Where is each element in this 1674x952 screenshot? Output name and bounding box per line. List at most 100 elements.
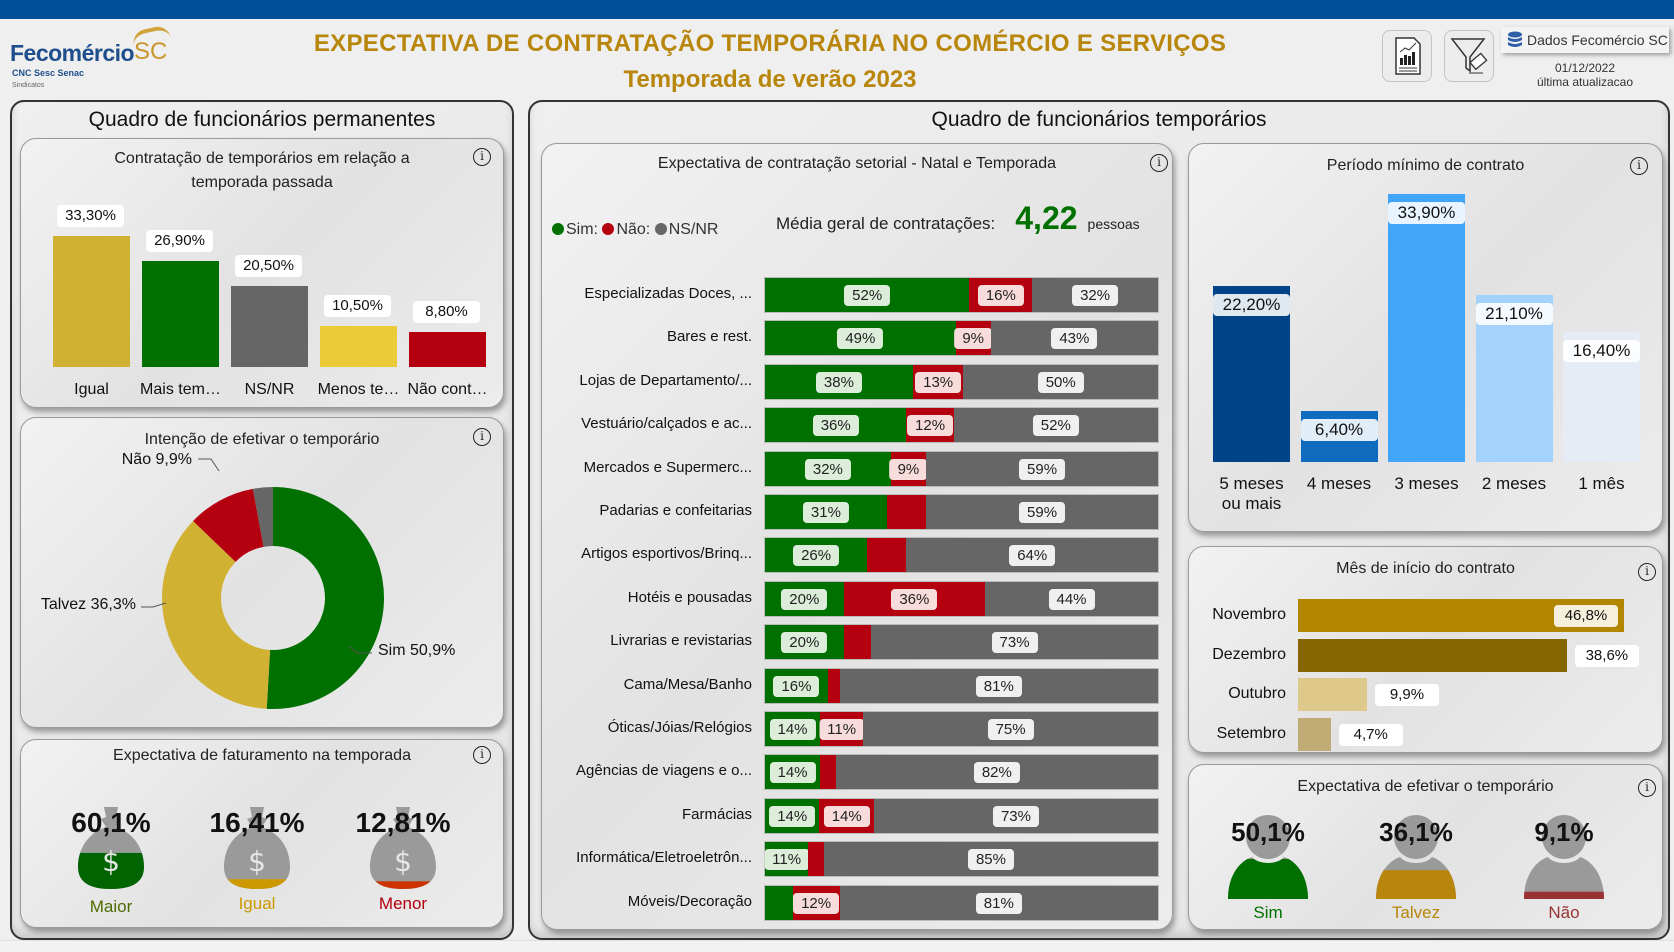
sector-segment-nsnr[interactable]: 43% — [990, 321, 1159, 356]
sector-segment-sim[interactable]: 26% — [765, 538, 868, 573]
sector-segment-no[interactable] — [843, 625, 872, 660]
sector-segment-no[interactable]: 12% — [792, 885, 840, 920]
sector-bar[interactable]: 14% 82% — [764, 754, 1159, 791]
sector-bar[interactable]: 14% 14% 73% — [764, 797, 1159, 834]
sector-segment-sim[interactable]: 36% — [765, 408, 907, 443]
average-hiring: Média geral de contratações: 4,22 pessoa… — [776, 200, 1140, 237]
sector-bar[interactable]: 20% 36% 44% — [764, 580, 1159, 617]
sector-bar[interactable]: 26% 64% — [764, 537, 1159, 574]
report-button[interactable] — [1382, 30, 1432, 82]
comparison-bar[interactable] — [142, 261, 219, 367]
clear-filters-button[interactable] — [1444, 30, 1494, 82]
sector-segment-sim[interactable]: 11% — [764, 842, 810, 877]
sector-bar[interactable]: 31% 59% — [764, 494, 1159, 530]
info-icon[interactable]: i — [473, 428, 491, 446]
sector-segment-no[interactable]: 11% — [819, 712, 865, 746]
person-icon — [1376, 815, 1456, 899]
donut-slice-nsnr[interactable] — [252, 487, 273, 547]
sector-segment-no[interactable]: 36% — [843, 581, 986, 616]
sector-bar[interactable]: 11% 85% — [764, 841, 1159, 878]
donut-slice-no[interactable] — [193, 488, 264, 562]
sector-segment-nsnr[interactable]: 64% — [906, 538, 1158, 573]
sector-segment-sim[interactable]: 16% — [765, 668, 828, 703]
sector-segment-no[interactable]: 9% — [954, 321, 993, 356]
comparison-bar[interactable] — [231, 286, 308, 367]
sector-segment-sim[interactable]: 32% — [765, 451, 891, 486]
sector-segment-nsnr[interactable]: 73% — [873, 798, 1158, 833]
sector-data-label: 73% — [992, 805, 1039, 827]
sector-bar[interactable]: 49% 9% 43% — [764, 320, 1159, 357]
sector-bar[interactable]: 14% 11% 75% — [764, 711, 1159, 747]
sector-segment-sim[interactable]: 49% — [765, 321, 956, 356]
period-card: Período mínimo de contrato i 22,20% 5 mes… — [1188, 143, 1663, 532]
sector-segment-nsnr[interactable]: 32% — [1032, 278, 1158, 312]
comparison-bar[interactable] — [53, 236, 130, 367]
sector-segment-nsnr[interactable]: 59% — [926, 495, 1158, 529]
period-data-label: 16,40% — [1563, 340, 1640, 363]
month-bar[interactable] — [1298, 717, 1331, 751]
info-icon[interactable]: i — [1638, 563, 1656, 581]
month-bar[interactable] — [1298, 678, 1367, 711]
sector-segment-no[interactable]: 16% — [969, 278, 1033, 312]
sector-data-label: 12% — [907, 415, 954, 437]
sector-segment-no[interactable] — [827, 668, 840, 703]
legend-item-sim[interactable]: Sim: — [552, 221, 598, 238]
comparison-bar[interactable] — [409, 332, 486, 367]
sector-data-label: 16% — [977, 285, 1024, 306]
month-bar[interactable] — [1298, 638, 1567, 672]
comparison-bar[interactable] — [320, 325, 397, 367]
sector-bar[interactable]: 38% 13% 50% — [764, 363, 1159, 400]
info-icon[interactable]: i — [473, 148, 491, 166]
sector-bar[interactable]: 16% 81% — [764, 667, 1159, 704]
revenue-label: Menor — [378, 894, 428, 913]
sector-segment-nsnr[interactable]: 50% — [963, 364, 1158, 399]
sector-segment-nsnr[interactable]: 59% — [926, 451, 1158, 486]
sector-data-label: 26% — [793, 545, 840, 567]
comparison-title-line2: temporada passada — [191, 174, 333, 191]
sector-segment-nsnr[interactable]: 82% — [835, 755, 1158, 790]
sector-segment-sim[interactable]: 14% — [765, 798, 820, 833]
sector-segment-nsnr[interactable]: 73% — [871, 625, 1158, 660]
sector-segment-no[interactable] — [886, 495, 927, 529]
period-data-label: 33,90% — [1388, 202, 1465, 224]
sector-segment-no[interactable]: 9% — [889, 451, 928, 486]
sector-bar[interactable]: 52% 16% 32% — [764, 277, 1159, 313]
info-icon[interactable]: i — [1630, 157, 1648, 175]
sector-segment-no[interactable] — [867, 538, 907, 573]
sector-bar[interactable]: 36% 12% 52% — [764, 407, 1159, 444]
sector-segment-no[interactable] — [820, 755, 836, 790]
legend-item-nsnr[interactable]: NS/NR — [654, 221, 718, 238]
sector-segment-nsnr[interactable]: 44% — [985, 581, 1158, 616]
sector-segment-no[interactable]: 13% — [912, 364, 964, 399]
sector-segment-nsnr[interactable]: 81% — [839, 885, 1158, 920]
sector-bar[interactable]: 20% 73% — [764, 624, 1159, 661]
info-icon[interactable]: i — [1150, 154, 1168, 172]
sector-category-label: Cama/Mesa/Banho — [623, 675, 752, 693]
revenue-value: 60,1% — [71, 807, 151, 838]
sector-segment-sim[interactable]: 52% — [765, 278, 970, 312]
report-chart-icon — [1395, 37, 1421, 75]
info-icon[interactable]: i — [473, 746, 491, 764]
sector-segment-nsnr[interactable]: 75% — [863, 712, 1158, 746]
sector-segment-sim[interactable]: 20% — [765, 581, 844, 616]
period-bar[interactable] — [1388, 194, 1465, 462]
data-source-button[interactable]: Dados Fecomércio SC — [1501, 27, 1669, 53]
sector-segment-sim[interactable]: 14% — [765, 712, 821, 746]
sector-bar[interactable]: 32% 9% 59% — [764, 450, 1159, 487]
info-icon[interactable]: i — [1638, 779, 1656, 797]
sector-bar[interactable]: 12% 81% — [764, 884, 1159, 921]
sector-segment-sim[interactable]: 31% — [765, 495, 887, 529]
sector-segment-nsnr[interactable]: 85% — [823, 842, 1158, 877]
sector-segment-sim[interactable]: 38% — [765, 364, 913, 399]
donut-slice-sim[interactable] — [266, 487, 384, 709]
sector-segment-sim[interactable] — [765, 885, 793, 920]
sector-segment-no[interactable] — [808, 842, 824, 877]
sector-segment-nsnr[interactable]: 52% — [953, 408, 1158, 443]
sector-segment-sim[interactable]: 20% — [765, 625, 844, 660]
sector-segment-sim[interactable]: 14% — [765, 755, 821, 790]
sector-segment-no[interactable]: 12% — [906, 408, 954, 443]
sector-segment-nsnr[interactable]: 81% — [839, 668, 1158, 703]
donut-slice-talvez[interactable] — [162, 521, 271, 709]
sector-segment-no[interactable]: 14% — [819, 798, 874, 833]
legend-item-nao[interactable]: Não: — [602, 221, 650, 238]
